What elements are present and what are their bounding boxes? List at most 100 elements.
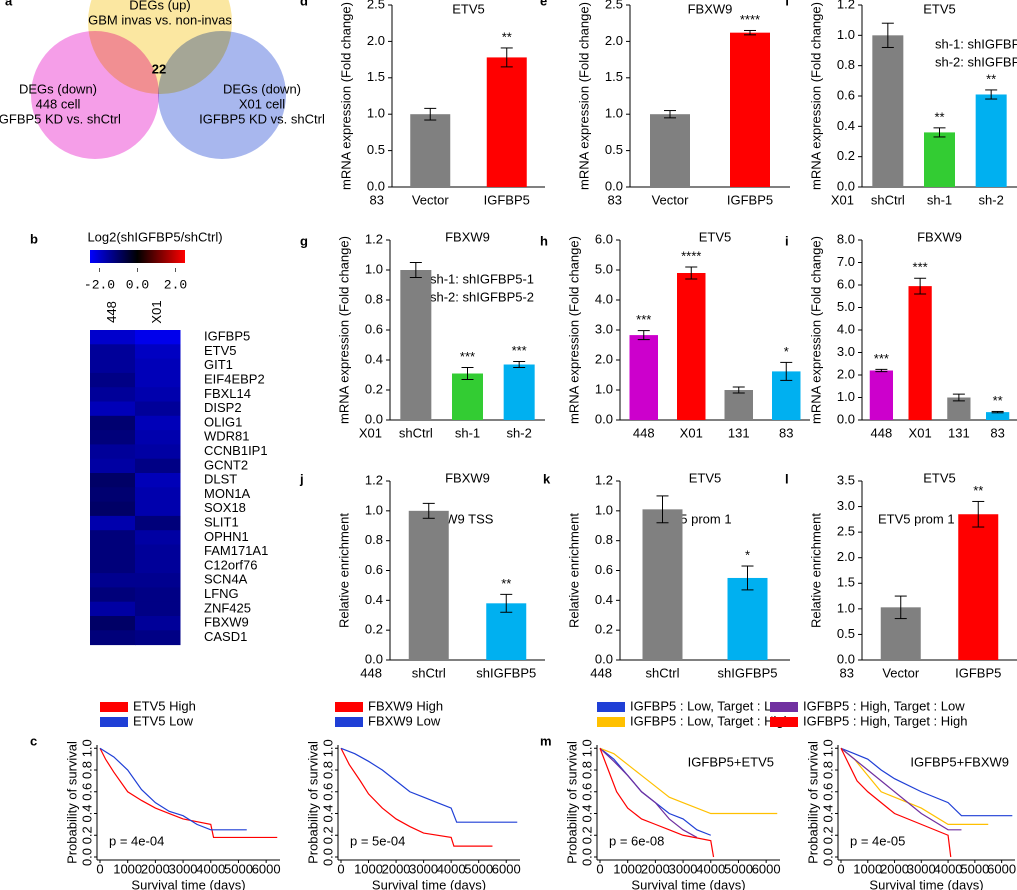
venn-label: GBM invas vs. non-invas [88, 12, 232, 27]
x-prefix: 448 [590, 665, 612, 680]
heatmap-cell [135, 473, 181, 488]
y-tick-label: 0.8 [837, 57, 855, 72]
survival-curve [599, 748, 715, 858]
bar [908, 286, 932, 420]
x-tick-label: 131 [948, 425, 970, 440]
y-tick-label: 0.2 [365, 622, 383, 637]
bar [503, 364, 535, 420]
y-tick-label: 1.0 [79, 739, 94, 757]
heatmap-cell [135, 530, 181, 545]
heatmap-cell [90, 487, 136, 503]
error-bar [933, 127, 946, 138]
error-bar [952, 393, 965, 402]
x-tick-label: IGFBP5 [727, 192, 773, 207]
y-tick-label: 0.6 [365, 321, 383, 336]
row-label: LFNG [204, 586, 239, 601]
y-tick-label: 0.0 [595, 411, 613, 426]
y-tick-label: 0.2 [365, 381, 383, 396]
y-tick-label: 0.4 [365, 592, 383, 607]
y-tick-label: 0.2 [79, 826, 94, 844]
heatmap-cell [135, 515, 181, 531]
x-tick-label: shCtrl [646, 665, 680, 680]
x-axis-label: Survival time (days) [372, 877, 486, 890]
y-tick-label: 3.0 [595, 321, 613, 336]
legend-label: IGFBP5 : High, Target : High [803, 713, 968, 728]
venn-set [158, 31, 286, 159]
y-tick-label: 0.4 [79, 804, 94, 822]
heatmap-cell [135, 358, 181, 374]
row-label: EIF4EBP2 [204, 371, 265, 386]
heatmap-cell [135, 401, 181, 417]
column-label: 448 [104, 301, 119, 323]
survival-curve [340, 747, 493, 847]
significance: *** [460, 349, 475, 364]
x-tick-label: 0 [337, 861, 344, 876]
heatmap-cell [90, 616, 136, 631]
error-bar [422, 502, 435, 519]
panel-letter: i [785, 233, 789, 248]
survival-curve [840, 747, 952, 858]
chart-title: FBXW9 [917, 229, 962, 244]
venn-label: IGFBP5 KD vs. shCtrl [0, 111, 121, 126]
x-tick-label: 3000 [669, 861, 698, 876]
y-tick-label: 2.5 [837, 524, 855, 539]
x-tick-label: sh-2 [979, 192, 1004, 207]
y-tick-label: 0.4 [579, 804, 594, 822]
x-tick-label: 5000 [224, 861, 253, 876]
y-tick-label: 0.4 [320, 804, 335, 822]
y-tick-label: 4.0 [837, 321, 855, 336]
heatmap-cell [90, 601, 136, 617]
x-tick-label: 1000 [613, 861, 642, 876]
legend-swatch [335, 717, 363, 727]
y-tick-label: 0.6 [79, 783, 94, 801]
x-axis-label: Survival time (days) [131, 877, 245, 890]
y-axis-label: mRNA expression (Fold change) [808, 236, 823, 424]
p-value: p = 5e-04 [350, 833, 405, 848]
y-tick-label: 1.2 [595, 472, 613, 487]
error-bar [461, 367, 474, 380]
y-tick-label: 0.6 [820, 783, 835, 801]
significance: * [745, 547, 750, 562]
x-tick-label: X01 [680, 425, 703, 440]
y-tick-label: 0.4 [595, 592, 613, 607]
panel-letter: g [300, 233, 308, 248]
y-tick-label: 2.0 [837, 366, 855, 381]
heatmap-cell [135, 558, 181, 574]
legend-label: ETV5 Low [133, 713, 194, 728]
heatmap-cell [135, 616, 181, 631]
annotation: sh-2: shIGFBP5-2 [935, 54, 1017, 69]
y-tick-label: 0.5 [367, 142, 385, 157]
row-label: SLIT1 [204, 514, 239, 529]
heatmap-cell [135, 501, 181, 517]
panel-letter: e [540, 0, 547, 8]
x-tick-label: shCtrl [399, 425, 433, 440]
heatmap-cell [90, 544, 136, 560]
panel-letter: k [543, 471, 551, 486]
column-label: X01 [149, 300, 164, 323]
y-axis-label: mRNA expression (Fold change) [808, 2, 823, 190]
venn-label: DEGs (down) [19, 81, 97, 96]
row-label: ZNF425 [204, 600, 251, 615]
panel-letter: h [540, 233, 548, 248]
survival-curve [840, 747, 962, 831]
y-tick-label: 5.0 [595, 261, 613, 276]
venn-label: X01 cell [239, 96, 285, 111]
y-tick-label: 0.2 [579, 826, 594, 844]
heatmap-cell [135, 587, 181, 603]
panel-letter: f [785, 0, 790, 8]
x-tick-label: Vector [652, 192, 690, 207]
x-prefix: 83 [608, 192, 622, 207]
error-bar [894, 595, 907, 620]
x-tick-label: 1000 [853, 861, 882, 876]
chart-title: FBXW9 [445, 470, 490, 485]
error-bar [972, 500, 985, 528]
heatmap-cell [90, 558, 136, 574]
row-label: CASD1 [204, 629, 247, 644]
bar [975, 94, 1007, 187]
x-tick-label: 3000 [169, 861, 198, 876]
chart-title: Log2(shIGFBP5/shCtrl) [87, 229, 222, 244]
significance: ** [973, 483, 983, 498]
y-tick-label: 0.2 [820, 826, 835, 844]
chart-title: FBXW9 [445, 229, 490, 244]
significance: ** [993, 393, 1003, 408]
